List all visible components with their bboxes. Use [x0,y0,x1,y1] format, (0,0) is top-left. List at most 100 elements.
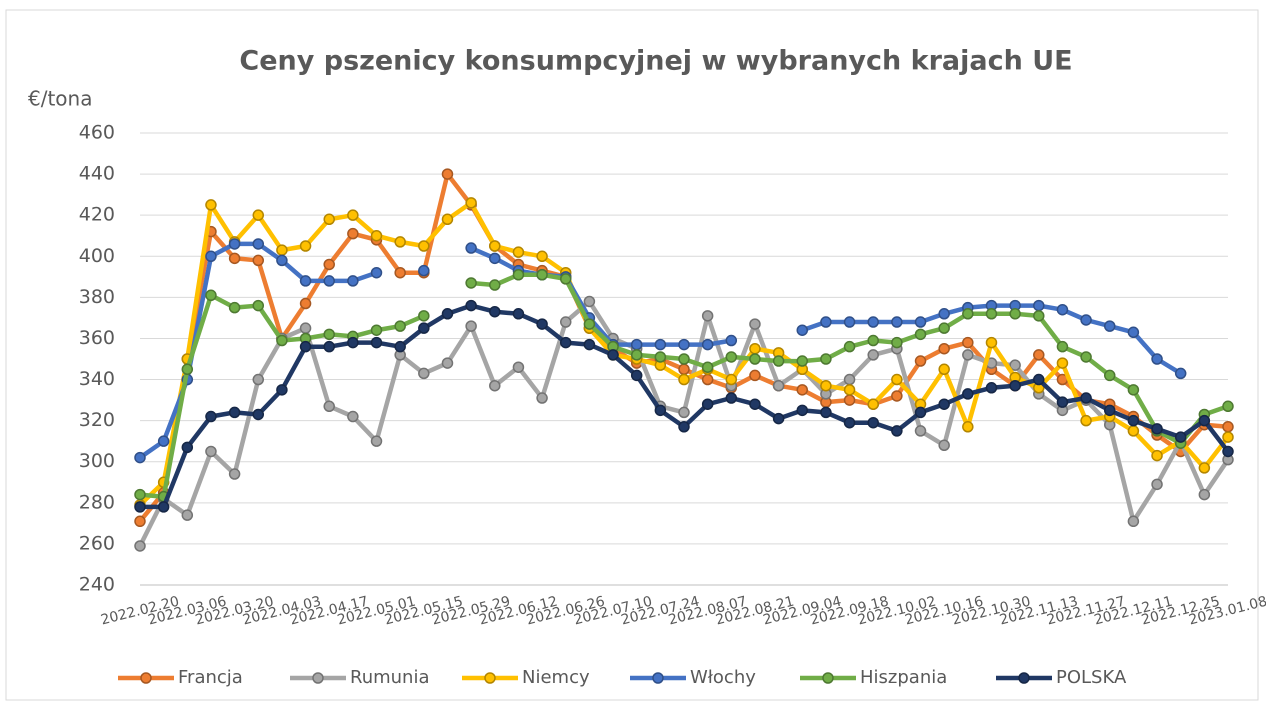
data-point [678,353,690,365]
data-point [394,320,406,332]
data-point [1198,414,1211,427]
legend-marker [652,672,664,684]
data-point [1033,349,1045,361]
data-point [962,308,974,320]
data-point [867,316,879,328]
data-point [370,229,383,242]
data-point [1009,359,1021,371]
data-point [891,390,903,402]
data-point [465,299,477,312]
data-point [1174,367,1187,380]
data-point [252,373,265,386]
y-tick-label: 420 [79,204,115,226]
data-point [1033,310,1045,322]
data-point [891,373,903,386]
data-point [749,369,761,382]
data-point [347,410,359,423]
y-tick-label: 240 [79,574,115,596]
data-point [299,322,312,334]
data-point [772,379,785,392]
data-point [1127,425,1140,437]
data-point [252,254,265,267]
data-point [1222,445,1234,458]
data-point [938,398,950,410]
data-point [418,240,430,252]
data-point [370,266,383,279]
data-point [252,299,265,312]
data-point [323,275,335,287]
legend-label: Włochy [690,667,756,688]
data-point [205,199,217,211]
data-point [654,351,667,363]
data-point [1009,308,1021,320]
data-point [394,236,406,248]
data-point [867,334,879,347]
data-point [157,435,170,447]
data-point [1033,373,1045,386]
data-point [583,295,596,308]
data-point [276,334,288,347]
y-axis-label: €/tona [28,87,92,111]
data-point [749,353,761,365]
data-point [1222,431,1234,443]
data-point [489,279,501,291]
data-point [914,316,927,328]
data-point [985,336,998,349]
data-point [276,254,288,267]
data-point [1056,357,1069,369]
y-tick-label: 300 [79,450,115,472]
data-point [299,297,312,310]
data-point [630,349,643,361]
y-tick-label: 320 [79,409,115,431]
data-point [1080,351,1092,363]
data-point [134,515,146,528]
data-point [323,400,335,413]
legend-label: Hiszpania [860,667,947,688]
data-point [820,316,832,328]
data-point [678,406,690,419]
data-point [134,501,146,513]
data-point [1056,340,1069,353]
data-point [512,246,525,258]
data-point [536,269,548,281]
data-point [962,336,974,349]
data-point [370,324,383,336]
data-point [299,275,312,287]
data-point [418,264,430,277]
data-point [914,328,927,341]
data-point [1151,478,1163,491]
data-point [465,277,477,289]
data-point [418,322,430,334]
data-point [1056,396,1069,408]
data-point [394,340,406,353]
data-point [1198,462,1211,474]
y-tick-label: 440 [79,163,115,185]
y-tick-label: 400 [79,245,115,267]
data-point [1127,384,1140,396]
data-point [938,342,950,355]
data-point [489,305,501,318]
data-point [1151,449,1163,462]
legend-marker [822,672,834,684]
data-point [701,373,714,386]
data-point [891,425,903,437]
data-point [205,289,217,302]
data-point [843,394,856,406]
data-point [134,488,146,501]
data-point [843,340,856,353]
y-tick-label: 360 [79,327,115,349]
data-point [441,357,454,369]
data-point [1056,303,1069,316]
data-point [583,318,596,330]
data-point [323,258,335,271]
data-point [914,406,927,419]
data-point [1033,299,1045,312]
data-point [1103,369,1116,382]
data-point [1222,400,1234,413]
data-point [228,301,241,314]
data-point [1151,353,1163,365]
legend-label: Rumunia [350,667,430,688]
data-point [559,273,572,285]
data-point [678,421,690,433]
data-point [134,451,146,464]
